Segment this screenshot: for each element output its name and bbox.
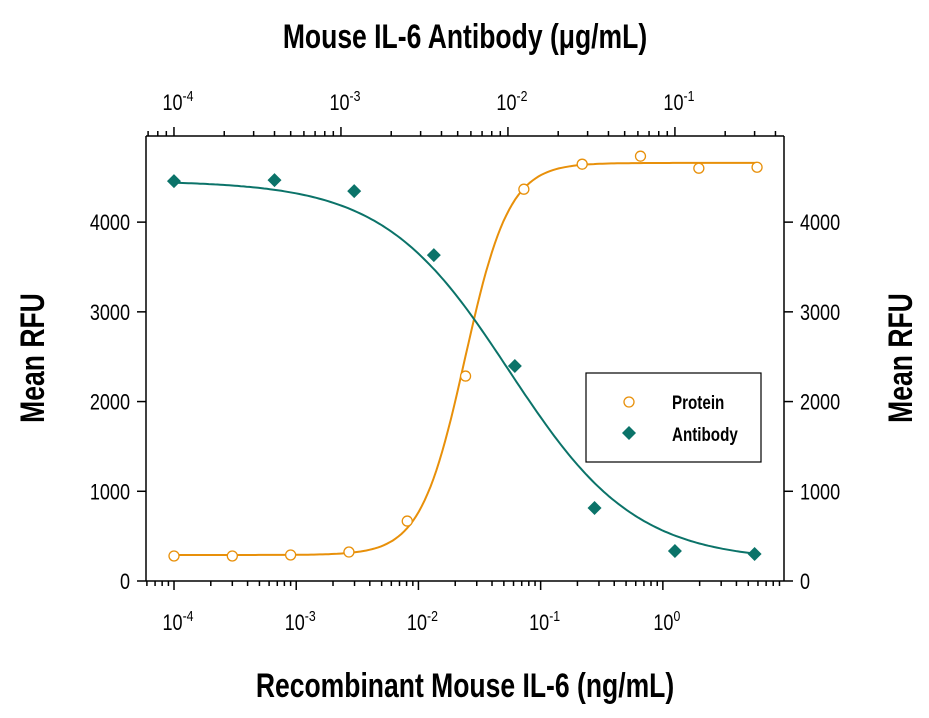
protein-point xyxy=(634,150,647,162)
y-tick-label: 2000 xyxy=(90,391,130,415)
y2-tick-label: 3000 xyxy=(800,301,840,325)
protein-point xyxy=(693,162,705,174)
legend-protein-marker xyxy=(623,396,635,408)
antibody-point xyxy=(507,359,522,374)
protein-fit-curve xyxy=(174,161,758,556)
legend-antibody-marker xyxy=(622,426,636,440)
legend: Protein Antibody xyxy=(585,372,762,463)
antibody-point xyxy=(587,501,602,516)
top-tick-label: 10-3 xyxy=(329,88,360,116)
y-tick-label: 1000 xyxy=(90,481,130,505)
protein-point xyxy=(576,158,588,170)
antibody-point xyxy=(747,546,762,561)
y-axis-title: Mean RFU xyxy=(14,293,52,423)
protein-point xyxy=(751,161,763,173)
protein-point xyxy=(518,183,530,195)
protein-point xyxy=(284,549,297,561)
protein-point xyxy=(459,370,472,382)
antibody-point xyxy=(267,173,282,188)
x-tick-label: 10-1 xyxy=(529,608,560,636)
y2-axis-title: Mean RFU xyxy=(882,293,920,423)
protein-point xyxy=(226,550,238,562)
y2-tick-label: 4000 xyxy=(800,212,840,236)
fit-curves xyxy=(173,161,758,556)
y-tick-label: 3000 xyxy=(90,301,130,325)
x-tick-label: 10-2 xyxy=(407,608,438,636)
legend-antibody-label: Antibody xyxy=(672,423,738,445)
data-points xyxy=(166,150,763,562)
antibody-point xyxy=(426,248,441,263)
top-tick-label: 10-1 xyxy=(663,88,694,116)
y2-tick-label: 1000 xyxy=(800,481,840,505)
y-tick-label: 0 xyxy=(120,570,130,594)
x-tick-label: 100 xyxy=(653,608,680,636)
y2-tick-label: 0 xyxy=(800,570,810,594)
top-tick-label: 10-4 xyxy=(162,88,193,116)
x-axis-title: Recombinant Mouse IL-6 (ng/mL) xyxy=(256,667,674,705)
legend-protein-label: Protein xyxy=(672,391,724,413)
top-axis-title: Mouse IL-6 Antibody (μg/mL) xyxy=(283,18,647,56)
top-tick-label: 10-2 xyxy=(496,88,527,116)
antibody-point xyxy=(166,174,181,189)
legend-box xyxy=(585,372,762,463)
antibody-point xyxy=(667,544,682,559)
protein-point xyxy=(343,546,355,558)
protein-point xyxy=(401,515,413,527)
x-tick-label: 10-3 xyxy=(285,608,316,636)
y-tick-label: 4000 xyxy=(90,212,130,236)
antibody-point xyxy=(347,184,362,199)
axes: 10-4 10-3 10-2 10-1 100 10-4 10-3 10-2 10-1 0 0 100… xyxy=(90,88,840,636)
y2-tick-label: 2000 xyxy=(800,391,840,415)
protein-point xyxy=(168,550,180,562)
x-tick-label: 10-4 xyxy=(163,608,194,636)
antibody-fit-curve xyxy=(173,181,755,555)
